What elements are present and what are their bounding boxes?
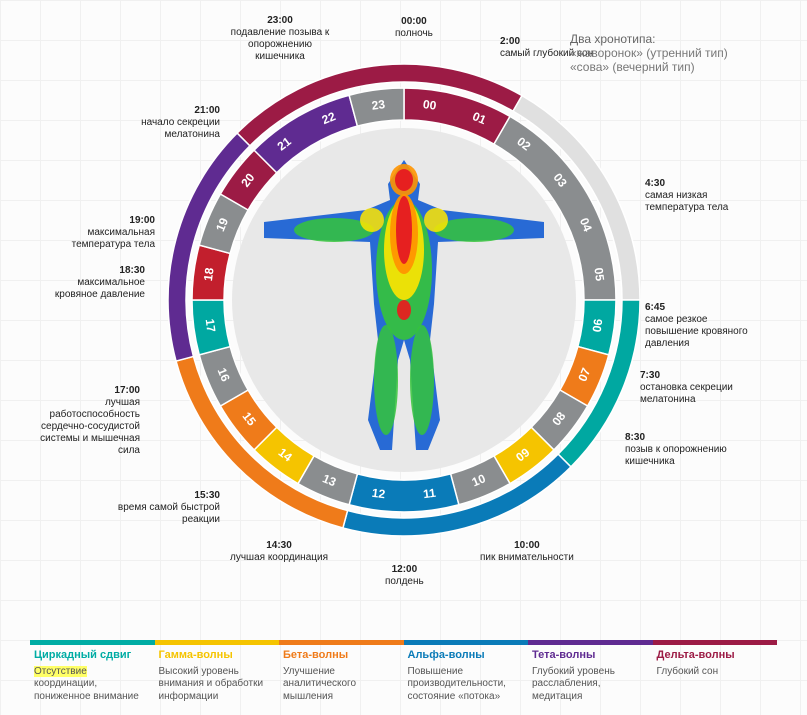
svg-text:12: 12 [370,486,385,502]
legend-col: Гамма-волны Высокий уровень внимания и об… [155,640,280,703]
callout-time: 8:30 [625,432,735,444]
callout-430: 4:30самая низкая температура тела [645,178,755,214]
callout-text: полдень [385,576,424,587]
callout-time: 7:30 [640,370,750,382]
legend-title: Дельта-волны [657,649,774,663]
callout-text: лучшая работоспособность сердечно-сосуди… [40,397,140,456]
callout-1530: 15:30время самой быстрой реакции [110,490,220,526]
legend-desc: Глубокий уровень расслабления, медитация [532,666,649,704]
chronotype-owl: «сова» (вечерний тип) [570,60,728,74]
legend-title: Тета-волны [532,649,649,663]
callout-1830: 18:30максимальное кровяное давление [35,265,145,301]
wave-legend: Циркадный сдвиг Отсутствие координации, п… [30,640,777,703]
callout-text: максимальное кровяное давление [55,277,145,300]
legend-desc: Высокий уровень внимания и обработки инф… [159,666,276,704]
chronotype-lark: «жаворонок» (утренний тип) [570,46,728,60]
callout-text: время самой быстрой реакции [118,502,220,525]
legend-col: Тета-волны Глубокий уровень расслабления,… [528,640,653,703]
callout-text: позыв к опорожнению кишечника [625,444,727,467]
callout-text: остановка секреции мелатонина [640,382,733,405]
callout-time: 4:30 [645,178,755,190]
callout-time: 14:30 [230,540,328,552]
callout-time: 00:00 [395,16,433,28]
legend-desc: Повышение производительности, состояние … [408,666,525,704]
callout-time: 10:00 [480,540,574,552]
callout-time: 23:00 [225,15,335,27]
callout-time: 19:00 [45,215,155,227]
legend-col: Циркадный сдвиг Отсутствие координации, п… [30,640,155,703]
legend-desc: Глубокий сон [657,666,774,679]
callout-time: 21:00 [110,105,220,117]
legend-col: Дельта-волны Глубокий сон [653,640,778,703]
callout-645: 6:45самое резкое повышение кровяного дав… [645,302,755,350]
legend-title: Бета-волны [283,649,400,663]
callout-time: 12:00 [385,564,424,576]
legend-col: Альфа-волны Повышение производительности,… [404,640,529,703]
callout-1000: 10:00пик внимательности [480,540,574,564]
callout-time: 17:00 [30,385,140,397]
callout-time: 18:30 [35,265,145,277]
callout-text: начало секреции мелатонина [141,117,220,140]
chronotype-note: Два хронотипа: «жаворонок» (утренний тип… [570,32,728,74]
callout-text: самая низкая температура тела [645,190,728,213]
callout-time: 6:45 [645,302,755,314]
legend-desc: Улучшение аналитического мышления [283,666,400,704]
callout-1200: 12:00полдень [385,564,424,588]
callout-text: пик внимательности [480,552,574,563]
callout-text: лучшая координация [230,552,328,563]
callout-text: самое резкое повышение кровяного давлени… [645,314,748,349]
callout-text: полночь [395,28,433,39]
svg-text:17: 17 [202,318,218,333]
legend-title: Циркадный сдвиг [34,649,151,663]
callout-2300: 23:00подавление позыва к опорожнению киш… [225,15,335,63]
callout-730: 7:30остановка секреции мелатонина [640,370,750,406]
legend-title: Гамма-волны [159,649,276,663]
callout-1430: 14:30лучшая координация [230,540,328,564]
callout-text: подавление позыва к опорожнению кишечник… [231,27,330,62]
callout-830: 8:30позыв к опорожнению кишечника [625,432,735,468]
callout-0000: 00:00полночь [395,16,433,40]
legend-col: Бета-волны Улучшение аналитического мышле… [279,640,404,703]
legend-desc: Отсутствие координации, пониженное внима… [34,666,151,704]
callout-text: максимальная температура тела [72,227,155,250]
svg-text:06: 06 [589,318,605,333]
svg-text:18: 18 [201,266,217,281]
callout-1700: 17:00лучшая работоспособность сердечно-с… [30,385,140,457]
legend-title: Альфа-волны [408,649,525,663]
callout-1900: 19:00максимальная температура тела [45,215,155,251]
chronotype-header: Два хронотипа: [570,32,728,46]
svg-text:05: 05 [591,267,607,282]
circadian-wheel: 0001020304050607080910111213141516171819… [154,50,654,550]
svg-text:11: 11 [422,486,437,502]
callout-time: 15:30 [110,490,220,502]
callout-2100: 21:00начало секреции мелатонина [110,105,220,141]
svg-text:00: 00 [422,97,437,113]
svg-text:23: 23 [370,97,385,113]
